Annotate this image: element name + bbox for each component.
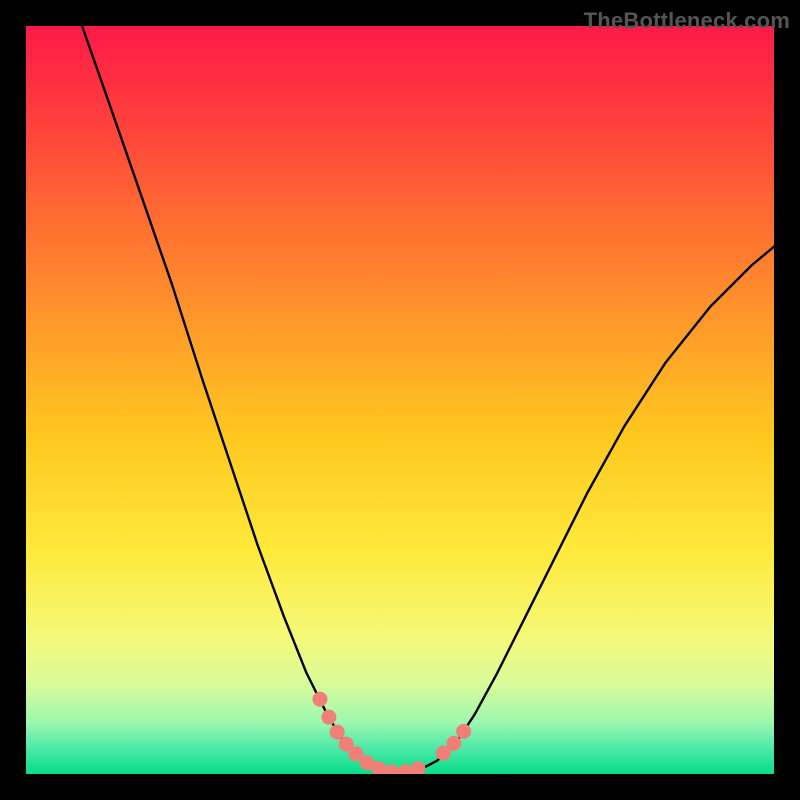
- plot-area: [26, 26, 774, 774]
- chart-frame: TheBottleneck.com: [0, 0, 800, 800]
- curve-marker: [330, 725, 344, 739]
- curve-marker: [322, 710, 336, 724]
- gradient-background: [26, 26, 774, 774]
- curve-marker: [372, 762, 386, 774]
- curve-marker: [447, 736, 461, 750]
- curve-marker: [313, 692, 327, 706]
- curve-marker: [411, 762, 425, 774]
- curve-marker: [349, 747, 363, 761]
- curve-marker: [457, 724, 471, 738]
- curve-marker: [385, 765, 399, 774]
- curve-marker: [398, 765, 412, 774]
- chart-svg: [26, 26, 774, 774]
- watermark-text: TheBottleneck.com: [584, 8, 790, 34]
